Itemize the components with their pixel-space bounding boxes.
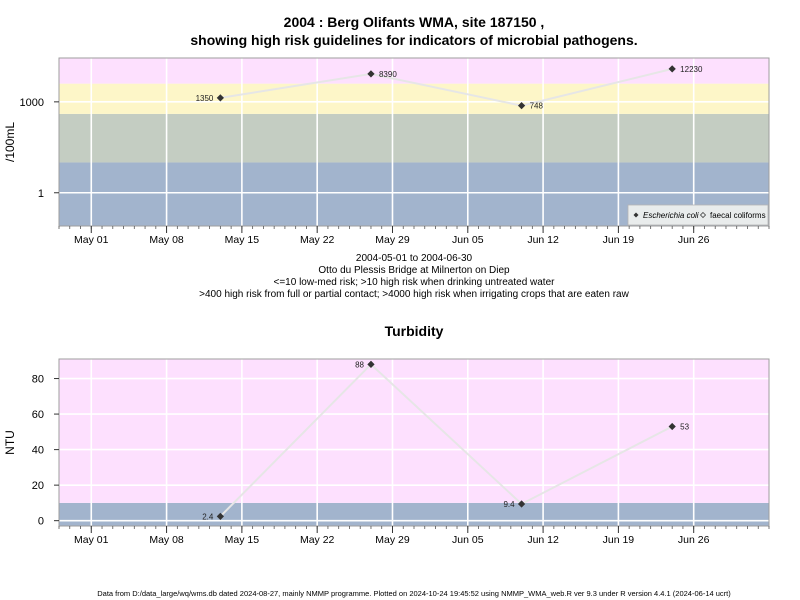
- data-point: [517, 500, 526, 508]
- x-tick-label: May 29: [375, 534, 410, 546]
- x-tick-label: Jun 12: [527, 234, 559, 246]
- series-line: [219, 362, 673, 518]
- data-label: 88: [355, 360, 364, 369]
- x-tick-label: May 08: [149, 534, 184, 546]
- legend-label-ecoli: Escherichia coli: [643, 211, 699, 220]
- x-tick-label: Jun 26: [678, 534, 710, 546]
- data-point: [517, 102, 526, 110]
- legend-marker-ecoli: [633, 212, 639, 218]
- x-tick-label: May 15: [225, 534, 260, 546]
- data-point: [367, 360, 375, 368]
- y-tick-label: 1: [38, 188, 44, 200]
- caption-line-4: >400 high risk from full or partial cont…: [199, 289, 629, 300]
- data-label: 1350: [196, 94, 214, 103]
- risk-band-3: [59, 58, 769, 84]
- x-tick-label: Jun 05: [452, 534, 484, 546]
- turbidity-chart: May 01 May 08 May 15 May 22 May 29 Jun 05 Jun …: [3, 358, 770, 546]
- x-tick-label: May 15: [225, 234, 260, 246]
- data-point: [216, 94, 224, 102]
- data-label: 8390: [379, 70, 397, 79]
- x-tick-label: May 08: [149, 234, 184, 246]
- data-label: 2.4: [202, 512, 214, 521]
- turbidity-chart-title: Turbidity: [385, 323, 444, 339]
- legend-label-faecal: faecal coliforms: [710, 211, 766, 220]
- y-tick-label: 1000: [20, 97, 44, 109]
- y-tick-label: 60: [32, 409, 44, 421]
- data-point: [216, 512, 224, 521]
- x-tick-label: May 01: [74, 534, 109, 546]
- x-tick-label: Jun 26: [678, 234, 710, 246]
- risk-band-0: [59, 502, 769, 526]
- caption-line-2: Otto du Plessis Bridge at Milnerton on D…: [318, 265, 510, 276]
- footer-note: Data from D:/data_large/wq/wms.db dated …: [97, 589, 731, 598]
- y-tick-label: 80: [32, 374, 44, 386]
- x-tick-label: May 29: [375, 234, 410, 246]
- x-tick-label: May 22: [300, 234, 335, 246]
- data-point: [668, 65, 676, 73]
- y-tick-label: 0: [38, 516, 44, 528]
- x-tick-label: May 22: [300, 534, 335, 546]
- y-axis-label: /100mL: [3, 122, 17, 162]
- x-tick-label: Jun 19: [603, 234, 635, 246]
- risk-band-1: [59, 113, 769, 163]
- data-label: 748: [530, 102, 544, 111]
- risk-band-1: [59, 359, 769, 503]
- data-label: 9.4: [503, 500, 515, 509]
- data-point: [668, 422, 676, 431]
- ecoli-chart: May 01 May 08 May 15 May 22 May 29 Jun 05 Jun …: [3, 57, 770, 246]
- main-title-line-2: showing high risk guidelines for indicat…: [190, 32, 637, 48]
- x-tick-label: Jun 05: [452, 234, 484, 246]
- risk-band-2: [59, 83, 769, 114]
- main-title-line-1: 2004 : Berg Olifants WMA, site 187150 ,: [284, 14, 545, 30]
- y-axis-label: NTU: [3, 430, 17, 455]
- legend-box: [627, 204, 769, 226]
- caption-line-3: <=10 low-med risk; >10 high risk when dr…: [274, 277, 556, 288]
- data-label: 12230: [680, 65, 703, 74]
- data-label: 53: [680, 423, 689, 432]
- series-line: [220, 67, 673, 107]
- caption-line-1: 2004-05-01 to 2004-06-30: [356, 253, 473, 264]
- x-tick-label: May 01: [74, 234, 109, 246]
- legend-marker-faecal: [699, 211, 707, 219]
- y-tick-label: 40: [32, 445, 44, 457]
- x-tick-label: Jun 19: [603, 534, 635, 546]
- data-point: [367, 70, 375, 78]
- y-tick-label: 20: [32, 480, 44, 492]
- x-tick-label: Jun 12: [527, 534, 559, 546]
